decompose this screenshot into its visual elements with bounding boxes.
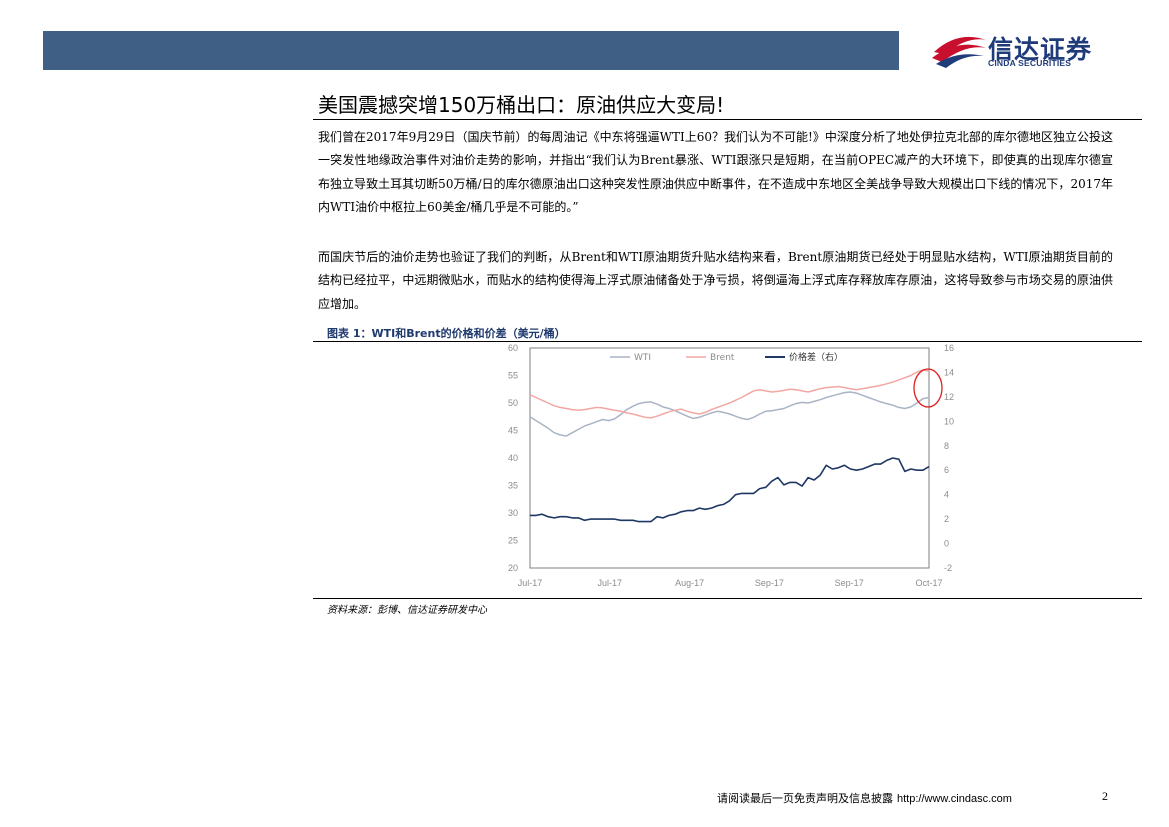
- legend-label-spread: 价格差（右）: [789, 351, 843, 363]
- title-rule: [313, 119, 1142, 120]
- body-paragraph-2: 而国庆节后的油价走势也验证了我们的判断，从Brent和WTI原油期货升贴水结构来…: [318, 250, 1113, 311]
- right-axis-ticks: 16 14 12 10 8 6 4 2 0 -2: [944, 343, 954, 573]
- left-axis-ticks: 60 55 50 45 40 35 30 25 20: [508, 343, 518, 573]
- chart-legend: WTI Brent 价格差（右）: [610, 351, 843, 363]
- x-axis-tick-label: Sep-17: [755, 578, 784, 588]
- left-axis-tick-label: 35: [508, 481, 518, 491]
- right-axis-tick-label: 8: [944, 441, 949, 451]
- x-axis-tick-label: Aug-17: [675, 578, 704, 588]
- logo-text-cn: 信达证券: [988, 35, 1093, 64]
- left-axis-tick-label: 40: [508, 453, 518, 463]
- figure-rule-bottom: [313, 598, 1142, 599]
- right-axis-tick-label: -2: [944, 563, 952, 573]
- page-number: 2: [1102, 789, 1108, 803]
- page-title: 美国震撼突增150万桶出口：原油供应大变局!: [318, 93, 725, 117]
- right-axis-tick-label: 2: [944, 514, 949, 524]
- series-line-wti: [529, 391, 930, 437]
- figure-caption: 图表 1：WTI和Brent的价格和价差（美元/桶）: [327, 327, 566, 340]
- header-band: [43, 31, 899, 70]
- highlight-circle: [913, 368, 943, 408]
- legend-label-wti: WTI: [634, 353, 651, 363]
- legend-label-brent: Brent: [710, 353, 735, 363]
- right-axis-tick-label: 12: [944, 392, 954, 402]
- right-axis-tick-label: 6: [944, 465, 949, 475]
- body-paragraph-1: 我们曾在2017年9月29日（国庆节前）的每周油记《中东将强逼WTI上60？我们…: [318, 130, 1113, 214]
- left-axis-tick-label: 45: [508, 426, 518, 436]
- left-axis-tick-label: 55: [508, 371, 518, 381]
- x-axis-tick-label: Sep-17: [835, 578, 864, 588]
- logo-text-en: CINDA SECURITIES: [988, 58, 1072, 68]
- logo: 信达证券 CINDA SECURITIES: [928, 28, 1128, 72]
- logo-mark-icon: [932, 36, 986, 68]
- series-layer: [529, 369, 930, 523]
- footer-disclaimer: 请阅读最后一页免责声明及信息披露 http://www.cindasc.com: [717, 790, 1012, 806]
- x-axis-ticks: Jul-17 Jul-17 Aug-17 Sep-17 Sep-17 Oct-17: [518, 578, 943, 588]
- right-axis-tick-label: 4: [944, 490, 949, 500]
- left-axis-tick-label: 25: [508, 536, 518, 546]
- x-axis-tick-label: Jul-17: [518, 578, 543, 588]
- figure-rule-top: [313, 341, 1142, 342]
- right-axis-tick-label: 16: [944, 343, 954, 353]
- figure-source: 资料来源：彭博、信达证券研发中心: [327, 605, 487, 616]
- right-axis-tick-label: 14: [944, 367, 954, 377]
- footer-url-link[interactable]: http://www.cindasc.com: [897, 793, 1012, 805]
- left-axis-tick-label: 30: [508, 508, 518, 518]
- x-axis-tick-label: Oct-17: [915, 578, 942, 588]
- x-axis-tick-label: Jul-17: [598, 578, 623, 588]
- left-axis-tick-label: 20: [508, 563, 518, 573]
- series-line-brent: [529, 369, 930, 419]
- footer-note-text: 请阅读最后一页免责声明及信息披露: [717, 792, 893, 805]
- plot-frame: [529, 347, 930, 569]
- right-axis-tick-label: 0: [944, 539, 949, 549]
- left-axis-tick-label: 60: [508, 343, 518, 353]
- left-axis-tick-label: 50: [508, 398, 518, 408]
- right-axis-tick-label: 10: [944, 416, 954, 426]
- series-line-spread: [530, 457, 930, 523]
